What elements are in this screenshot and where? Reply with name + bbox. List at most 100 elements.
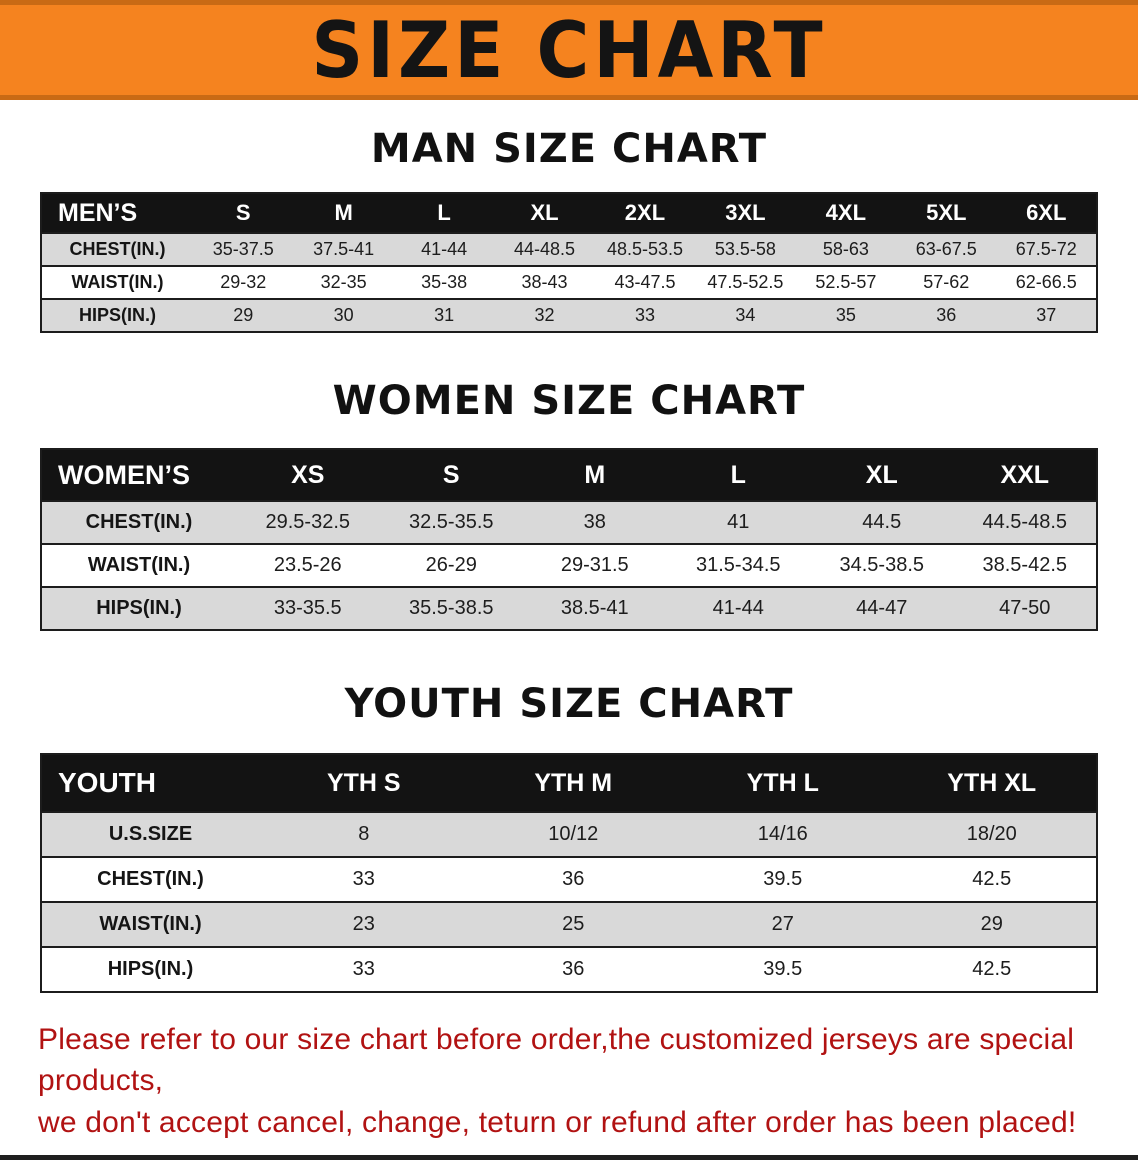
size-column-header: S bbox=[193, 193, 294, 233]
size-column-header: S bbox=[379, 449, 523, 501]
footer-line-2: we don't accept cancel, change, teturn o… bbox=[38, 1105, 1077, 1139]
table-row: CHEST(IN.) 29.5-32.5 32.5-35.5 38 41 44.5 44.5… bbox=[41, 500, 1097, 544]
size-column-header: XL bbox=[810, 449, 954, 501]
size-value: 32-35 bbox=[293, 265, 394, 299]
table-header-row: YOUTH YTH S YTH M YTH L YTH XL bbox=[41, 754, 1097, 812]
size-table: YOUTH YTH S YTH M YTH L YTH XL U.S.SIZE 8 10/12… bbox=[40, 753, 1098, 993]
size-column-header: YTH XL bbox=[887, 754, 1097, 812]
size-value: 36 bbox=[896, 298, 997, 332]
size-column-header: YTH S bbox=[259, 754, 469, 812]
size-value: 35-38 bbox=[393, 265, 495, 299]
table-row: HIPS(IN.) 33 36 39.5 42.5 bbox=[41, 946, 1097, 992]
size-value: 47-50 bbox=[953, 586, 1097, 630]
size-value: 42.5 bbox=[887, 946, 1097, 992]
size-value: 25 bbox=[468, 901, 678, 947]
table-row: CHEST(IN.) 35-37.5 37.5-41 41-44 44-48.5 48.5… bbox=[41, 232, 1097, 266]
size-table: MEN’S S M L XL 2XL 3XL 4XL 5XL 6XL CHEST(IN.) 35-37… bbox=[40, 192, 1098, 333]
size-value: 63-67.5 bbox=[896, 232, 997, 266]
row-label: WAIST(IN.) bbox=[41, 265, 193, 299]
size-value: 44.5-48.5 bbox=[953, 500, 1097, 544]
section-title: MAN SIZE CHART bbox=[370, 126, 768, 172]
size-column-header: M bbox=[293, 193, 394, 233]
size-value: 34 bbox=[695, 298, 796, 332]
row-label: CHEST(IN.) bbox=[41, 856, 259, 902]
size-value: 39.5 bbox=[678, 946, 888, 992]
size-column-header: 4XL bbox=[795, 193, 897, 233]
size-value: 34.5-38.5 bbox=[810, 543, 954, 587]
size-value: 35.5-38.5 bbox=[379, 586, 523, 630]
size-value: 33 bbox=[594, 298, 696, 332]
footer-note: Please refer to our size chart before or… bbox=[38, 1019, 1100, 1143]
size-value: 67.5-72 bbox=[996, 232, 1097, 266]
size-value: 33 bbox=[259, 856, 469, 902]
size-value: 42.5 bbox=[887, 856, 1097, 902]
size-value: 29-31.5 bbox=[523, 543, 667, 587]
size-value: 38 bbox=[523, 500, 667, 544]
table-header-row: WOMEN’S XS S M L XL XXL bbox=[41, 449, 1097, 501]
row-label: CHEST(IN.) bbox=[41, 500, 236, 544]
footer-line-1: Please refer to our size chart before or… bbox=[38, 1023, 1075, 1098]
size-value: 8 bbox=[259, 811, 469, 857]
table-header-row: MEN’S S M L XL 2XL 3XL 4XL 5XL 6XL bbox=[41, 193, 1097, 233]
size-value: 35 bbox=[795, 298, 897, 332]
size-column-header: 5XL bbox=[896, 193, 997, 233]
row-label: U.S.SIZE bbox=[41, 811, 259, 857]
size-column-header: XS bbox=[236, 449, 380, 501]
size-value: 37.5-41 bbox=[293, 232, 394, 266]
size-value: 32 bbox=[494, 298, 595, 332]
size-value: 29 bbox=[887, 901, 1097, 947]
size-value: 29-32 bbox=[193, 265, 294, 299]
size-chart-section: YOUTH SIZE CHART YOUTH YTH S YTH M YTH L YTH … bbox=[0, 681, 1138, 993]
size-value: 31 bbox=[393, 298, 495, 332]
size-value: 38.5-42.5 bbox=[953, 543, 1097, 587]
table-row: HIPS(IN.) 29 30 31 32 33 34 35 36 37 bbox=[41, 298, 1097, 332]
size-value: 57-62 bbox=[896, 265, 997, 299]
table-corner-label: MEN’S bbox=[41, 193, 193, 233]
size-value: 41 bbox=[666, 500, 810, 544]
size-value: 47.5-52.5 bbox=[695, 265, 796, 299]
size-value: 44-48.5 bbox=[494, 232, 595, 266]
size-value: 32.5-35.5 bbox=[379, 500, 523, 544]
table-corner-label: WOMEN’S bbox=[41, 449, 236, 501]
section-title: YOUTH SIZE CHART bbox=[344, 681, 794, 727]
size-value: 36 bbox=[468, 856, 678, 902]
size-value: 10/12 bbox=[468, 811, 678, 857]
size-value: 30 bbox=[293, 298, 394, 332]
bottom-border bbox=[0, 1155, 1138, 1160]
size-value: 35-37.5 bbox=[193, 232, 294, 266]
table-row: CHEST(IN.) 33 36 39.5 42.5 bbox=[41, 856, 1097, 902]
size-value: 39.5 bbox=[678, 856, 888, 902]
size-value: 38-43 bbox=[494, 265, 595, 299]
size-value: 53.5-58 bbox=[695, 232, 796, 266]
size-column-header: 2XL bbox=[594, 193, 696, 233]
size-value: 58-63 bbox=[795, 232, 897, 266]
size-value: 36 bbox=[468, 946, 678, 992]
table-corner-label: YOUTH bbox=[41, 754, 259, 812]
table-row: WAIST(IN.) 23 25 27 29 bbox=[41, 901, 1097, 947]
size-value: 26-29 bbox=[379, 543, 523, 587]
row-label: WAIST(IN.) bbox=[41, 543, 236, 587]
size-column-header: YTH M bbox=[468, 754, 678, 812]
size-chart-section: MAN SIZE CHART MEN’S S M L XL 2XL 3XL 4XL 5XL 6XL C… bbox=[0, 126, 1138, 333]
size-value: 23 bbox=[259, 901, 469, 947]
row-label: HIPS(IN.) bbox=[41, 946, 259, 992]
size-value: 18/20 bbox=[887, 811, 1097, 857]
sections-container: MAN SIZE CHART MEN’S S M L XL 2XL 3XL 4XL 5XL 6XL C… bbox=[0, 126, 1138, 993]
row-label: HIPS(IN.) bbox=[41, 298, 193, 332]
size-table: WOMEN’S XS S M L XL XXL CHEST(IN.) 29.5-32.5 32.5… bbox=[40, 448, 1098, 631]
table-row: HIPS(IN.) 33-35.5 35.5-38.5 38.5-41 41-44 44-… bbox=[41, 586, 1097, 630]
size-value: 29 bbox=[193, 298, 294, 332]
table-row: WAIST(IN.) 23.5-26 26-29 29-31.5 31.5-34.5 34… bbox=[41, 543, 1097, 587]
size-column-header: L bbox=[393, 193, 495, 233]
banner: SIZE CHART bbox=[0, 0, 1138, 100]
size-value: 33 bbox=[259, 946, 469, 992]
size-value: 38.5-41 bbox=[523, 586, 667, 630]
size-value: 41-44 bbox=[666, 586, 810, 630]
size-column-header: XXL bbox=[953, 449, 1097, 501]
banner-title: SIZE CHART bbox=[311, 4, 827, 96]
size-column-header: 6XL bbox=[996, 193, 1097, 233]
size-value: 62-66.5 bbox=[996, 265, 1097, 299]
size-value: 29.5-32.5 bbox=[236, 500, 380, 544]
size-value: 31.5-34.5 bbox=[666, 543, 810, 587]
